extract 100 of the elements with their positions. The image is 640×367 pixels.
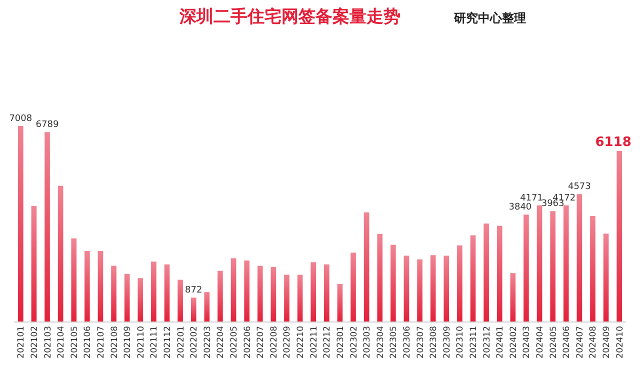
- x-tick-label: 202210: [296, 326, 306, 358]
- x-tick-label: 202105: [70, 326, 80, 358]
- x-tick-label: 202403: [522, 326, 532, 358]
- x-tick-label: 202301: [336, 326, 346, 358]
- bar: [484, 224, 489, 322]
- data-label: 872: [185, 286, 202, 296]
- bar: [204, 292, 210, 322]
- bar: [364, 212, 370, 322]
- bar: [98, 250, 104, 322]
- bar: [58, 186, 64, 322]
- bar: [257, 266, 263, 322]
- bar: [324, 264, 330, 322]
- bar: [111, 266, 116, 322]
- bar: [377, 234, 383, 322]
- x-tick-label: 202102: [30, 326, 40, 358]
- bar: [297, 274, 303, 322]
- x-tick-label: 202310: [456, 326, 466, 358]
- bar: [218, 270, 223, 322]
- x-tick-label: 202404: [536, 326, 546, 358]
- x-tick-label: 202207: [256, 326, 266, 358]
- x-tick-label: 202406: [562, 326, 572, 358]
- x-tick-label: 202308: [429, 326, 440, 358]
- x-tick-label: 202410: [615, 326, 626, 358]
- bar: [616, 150, 622, 322]
- bar: [524, 214, 529, 322]
- data-label: 6789: [36, 120, 59, 130]
- bar: [457, 245, 462, 322]
- x-tick-label: 202401: [496, 326, 506, 358]
- x-tick-label: 202307: [416, 326, 426, 358]
- data-label: 4171: [520, 193, 543, 204]
- bar: [138, 278, 144, 322]
- bar: [404, 256, 410, 322]
- bar: [337, 284, 343, 322]
- x-tick-label: 202408: [588, 326, 599, 358]
- x-tick-label: 202110: [136, 326, 146, 358]
- x-tick-label: 202312: [482, 326, 492, 358]
- x-tick-label: 202409: [602, 326, 612, 358]
- x-tick-label: 202112: [163, 326, 173, 358]
- x-tick-label: 202304: [376, 326, 386, 358]
- x-tick-label: 202108: [110, 326, 120, 358]
- bar: [576, 194, 582, 322]
- bar: [84, 250, 90, 322]
- bar: [230, 258, 236, 322]
- bar: [71, 238, 77, 322]
- x-tick-label: 202309: [442, 326, 452, 358]
- bar: [510, 273, 516, 322]
- x-tick-label: 202305: [389, 326, 400, 358]
- bar: [350, 252, 356, 322]
- x-tick-label: 202107: [96, 326, 106, 358]
- bar: [496, 226, 502, 322]
- x-tick-label: 202212: [322, 326, 333, 358]
- x-tick-label: 202303: [362, 326, 373, 358]
- x-tick-label: 202211: [309, 326, 320, 358]
- data-label: 3840: [508, 202, 532, 213]
- x-tick-label: 202405: [548, 326, 559, 358]
- bar: [390, 244, 396, 322]
- bar: [563, 205, 569, 322]
- text: 研究中心整理: [453, 11, 526, 25]
- x-tick-label: 202111: [150, 326, 160, 358]
- bar: [18, 126, 24, 322]
- bar: [590, 216, 596, 322]
- x-tick-label: 202302: [349, 326, 360, 358]
- bar: [417, 259, 422, 322]
- x-tick-label: 202203: [202, 326, 213, 358]
- bar: [284, 274, 290, 322]
- bar: [44, 132, 50, 322]
- bar: [164, 264, 170, 322]
- x-tick-label: 202204: [216, 326, 226, 358]
- x-tick-label: 202206: [242, 326, 253, 358]
- data-label: 6118: [595, 134, 632, 150]
- data-label: 4573: [568, 182, 591, 192]
- data-label: 7008: [9, 114, 32, 124]
- bar: [190, 298, 196, 322]
- bar: [31, 206, 37, 322]
- x-tick-label: 202311: [469, 326, 479, 358]
- x-tick-label: 202205: [230, 326, 240, 358]
- x-tick-label: 202201: [176, 326, 186, 358]
- bar: [536, 205, 542, 322]
- bar: [270, 266, 276, 322]
- x-tick-label: 202208: [269, 326, 280, 358]
- bar: [470, 235, 476, 322]
- bar: [244, 260, 250, 322]
- x-tick-label: 202103: [43, 326, 54, 358]
- x-tick-label: 202106: [83, 326, 94, 358]
- bar: [124, 274, 130, 322]
- x-tick-label: 202101: [16, 326, 27, 358]
- x-tick-label: 202407: [575, 326, 586, 358]
- bar: [550, 211, 556, 322]
- bar: [430, 255, 436, 322]
- data-label: 3963: [541, 199, 564, 210]
- x-tick-label: 202306: [402, 326, 412, 358]
- x-tick-label: 202209: [282, 326, 293, 358]
- x-tick-label: 202202: [190, 326, 200, 358]
- chart-title: 深圳二手住宅网签备案量走势: [178, 6, 400, 27]
- bar: [603, 234, 609, 322]
- bar: [178, 280, 183, 322]
- bar: [151, 262, 156, 322]
- bar: [310, 262, 316, 322]
- bar: [444, 256, 450, 322]
- x-tick-label: 202402: [508, 326, 519, 358]
